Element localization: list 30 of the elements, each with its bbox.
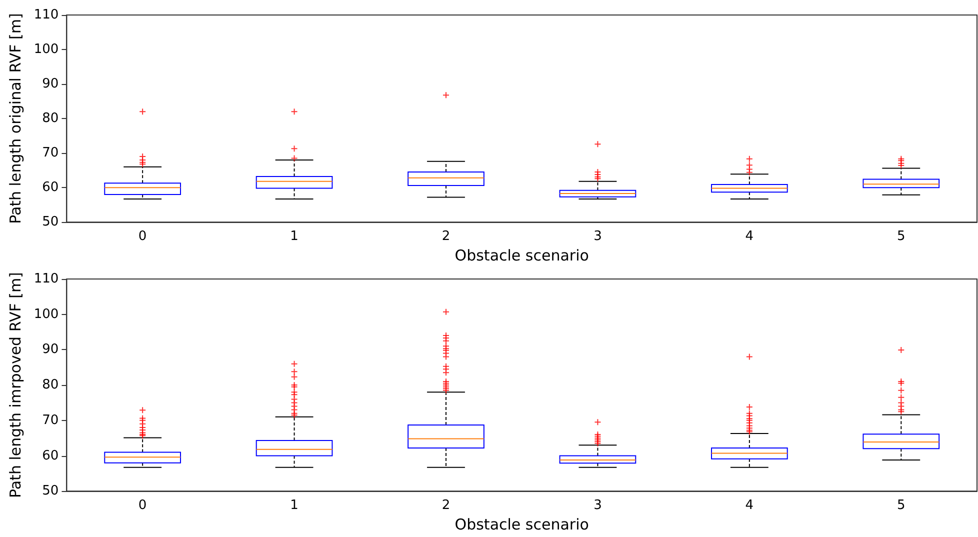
x-tick-label: 3	[594, 229, 602, 244]
y-axis-title: Path length imrpoved RVF [m]	[6, 272, 24, 498]
x-tick-label: 0	[138, 498, 147, 514]
x-tick-label: 2	[442, 229, 450, 244]
y-tick-label: 80	[42, 111, 59, 126]
y-tick-label: 50	[42, 214, 59, 230]
y-tick-label: 70	[42, 412, 59, 428]
x-tick-label: 4	[745, 498, 754, 514]
y-tick-label: 50	[42, 484, 59, 499]
x-tick-label: 1	[290, 498, 298, 514]
y-tick-label: 110	[34, 8, 59, 22]
y-tick-label: 70	[42, 146, 59, 161]
x-tick-label: 0	[138, 229, 147, 244]
x-tick-label: 3	[594, 498, 602, 514]
y-tick-label: 110	[34, 272, 59, 286]
y-axis-title: Path length original RVF [m]	[6, 13, 24, 224]
y-tick-label: 90	[42, 76, 59, 92]
y-tick-label: 60	[42, 180, 59, 196]
x-tick-label: 4	[745, 229, 754, 244]
y-tick-label: 60	[42, 448, 59, 464]
x-tick-label: 2	[442, 498, 450, 514]
y-tick-label: 100	[34, 306, 59, 322]
y-tick-label: 80	[42, 378, 59, 393]
x-axis-title: Obstacle scenario	[454, 516, 589, 534]
x-tick-label: 1	[290, 229, 298, 244]
x-axis-title: Obstacle scenario	[454, 246, 589, 264]
y-tick-label: 100	[34, 42, 59, 58]
x-tick-label: 5	[897, 498, 906, 514]
x-tick-label: 5	[897, 229, 906, 244]
y-tick-label: 90	[42, 342, 59, 358]
